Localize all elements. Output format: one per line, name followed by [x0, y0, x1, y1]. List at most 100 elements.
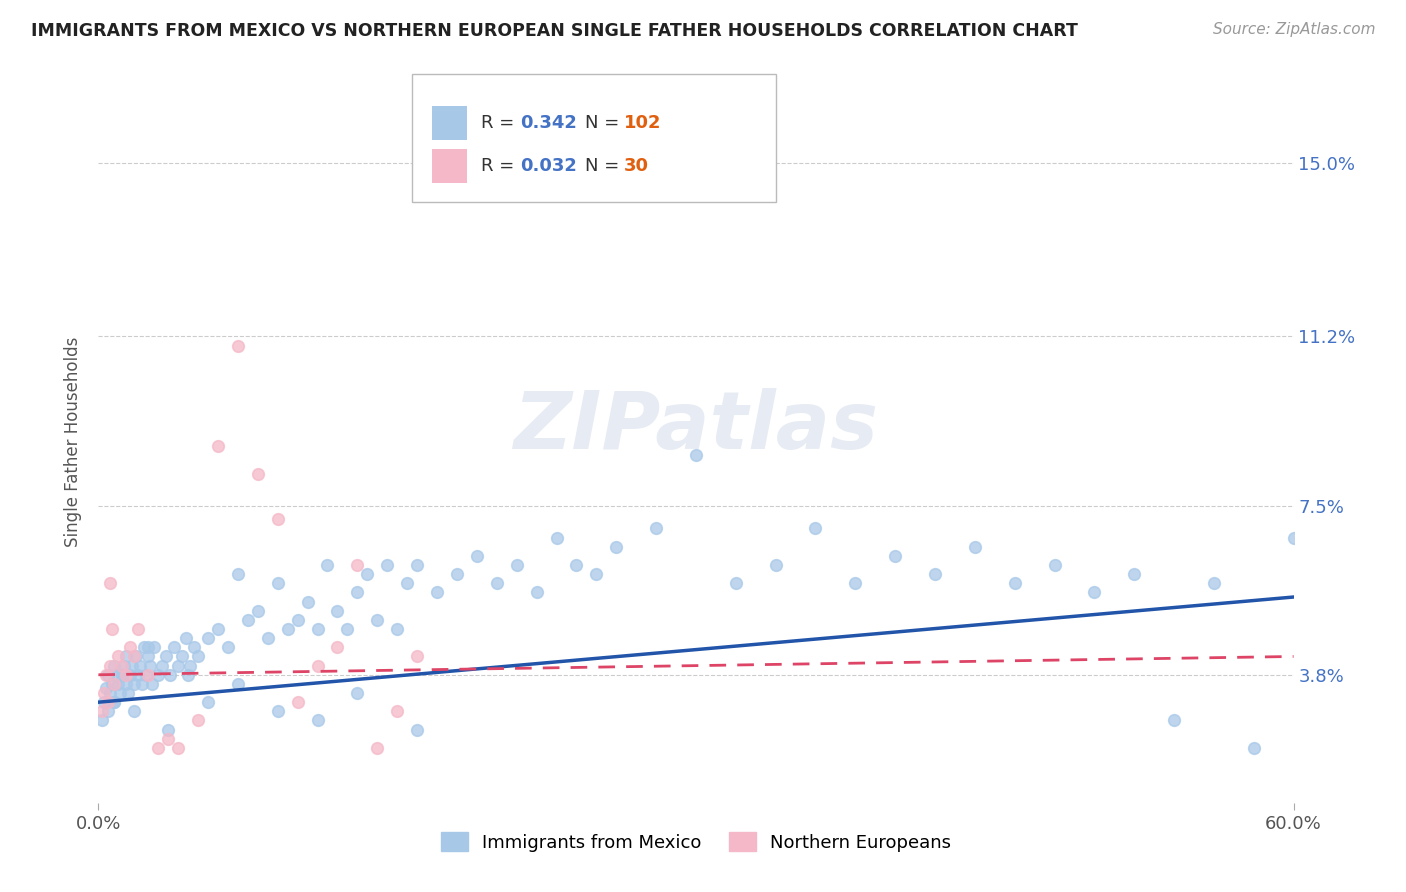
Point: [93, 686, 115, 700]
Point: [107, 677, 129, 691]
Point: [127, 667, 149, 681]
Point: [96, 681, 118, 696]
Point: [485, 576, 508, 591]
Point: [103, 695, 125, 709]
Point: [1004, 576, 1026, 591]
Point: [115, 677, 138, 691]
Point: [287, 695, 309, 709]
Point: [924, 567, 946, 582]
Point: [110, 686, 132, 700]
Point: [103, 695, 125, 709]
Point: [256, 631, 278, 645]
Point: [197, 631, 219, 645]
Point: [101, 677, 124, 691]
Point: [446, 567, 468, 582]
Point: [385, 622, 409, 636]
Point: [120, 667, 142, 681]
Point: [565, 558, 588, 572]
Text: N =: N =: [585, 114, 624, 132]
Point: [236, 613, 259, 627]
Point: [1083, 585, 1105, 599]
Point: [197, 695, 219, 709]
Text: ZIPatlas: ZIPatlas: [513, 388, 879, 467]
Point: [143, 640, 166, 655]
Point: [148, 667, 170, 681]
Text: 0.032: 0.032: [520, 157, 576, 175]
Point: [1202, 576, 1225, 591]
Text: 30: 30: [624, 157, 650, 175]
Point: [884, 549, 907, 563]
Y-axis label: Single Father Households: Single Father Households: [65, 336, 83, 547]
Point: [103, 658, 125, 673]
Point: [366, 613, 388, 627]
Point: [267, 704, 290, 718]
Point: [267, 512, 290, 526]
Point: [125, 649, 148, 664]
Point: [115, 667, 138, 681]
Point: [141, 677, 163, 691]
Point: [131, 677, 153, 691]
Point: [159, 667, 181, 681]
Point: [1043, 558, 1066, 572]
Point: [135, 667, 157, 681]
Point: [287, 613, 309, 627]
Point: [765, 558, 787, 572]
Point: [297, 594, 319, 608]
Point: [326, 640, 349, 655]
Point: [307, 622, 329, 636]
Point: [183, 640, 205, 655]
Point: [217, 640, 239, 655]
Point: [127, 622, 149, 636]
Point: [375, 558, 398, 572]
Point: [91, 704, 114, 718]
Point: [506, 558, 529, 572]
Point: [346, 585, 368, 599]
Point: [605, 540, 627, 554]
Point: [98, 686, 122, 700]
Point: [685, 448, 707, 462]
Point: [98, 576, 122, 591]
Point: [97, 667, 120, 681]
Point: [346, 558, 368, 572]
Point: [226, 677, 249, 691]
Point: [124, 704, 146, 718]
Point: [177, 667, 200, 681]
Point: [1123, 567, 1146, 582]
Point: [207, 622, 229, 636]
Text: IMMIGRANTS FROM MEXICO VS NORTHERN EUROPEAN SINGLE FATHER HOUSEHOLDS CORRELATION: IMMIGRANTS FROM MEXICO VS NORTHERN EUROP…: [31, 22, 1078, 40]
Point: [267, 576, 290, 591]
Point: [111, 667, 134, 681]
Point: [963, 540, 986, 554]
Point: [98, 658, 122, 673]
Point: [1243, 740, 1265, 755]
Point: [121, 658, 143, 673]
Point: [124, 677, 146, 691]
Point: [307, 658, 329, 673]
Point: [465, 549, 488, 563]
Point: [112, 658, 135, 673]
Point: [107, 649, 129, 664]
Point: [157, 723, 180, 737]
Point: [396, 576, 419, 591]
Point: [385, 704, 409, 718]
Point: [91, 714, 114, 728]
Point: [117, 686, 139, 700]
Point: [226, 567, 249, 582]
Point: [97, 695, 120, 709]
Point: [426, 585, 449, 599]
Point: [526, 585, 548, 599]
Point: [336, 622, 359, 636]
Point: [129, 658, 152, 673]
Point: [546, 531, 568, 545]
Point: [174, 631, 197, 645]
Point: [1282, 531, 1305, 545]
Point: [366, 740, 388, 755]
Point: [157, 731, 180, 746]
Point: [1163, 714, 1185, 728]
Point: [406, 649, 429, 664]
Point: [187, 649, 209, 664]
Point: [96, 667, 118, 681]
Point: [172, 649, 194, 664]
Point: [226, 338, 249, 352]
Point: [120, 640, 142, 655]
